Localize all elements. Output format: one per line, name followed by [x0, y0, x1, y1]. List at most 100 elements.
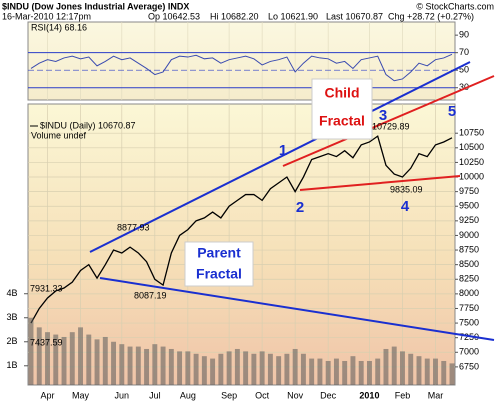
- volume-bar: [333, 358, 339, 385]
- volume-bar: [185, 351, 191, 385]
- trend-line: [89, 61, 471, 253]
- volume-bar: [193, 353, 199, 385]
- x-tick-label: 2010: [359, 390, 379, 400]
- volume-bar: [177, 351, 183, 385]
- volume-bar: [375, 358, 381, 385]
- volume-bar: [292, 348, 298, 385]
- volume-bar: [210, 358, 216, 385]
- volume-bar: [127, 346, 133, 385]
- open: Op 10642.53: [148, 11, 200, 21]
- low: Lo 10621.90: [268, 11, 318, 21]
- volume-bar: [119, 344, 125, 385]
- volume-bar: [102, 336, 108, 385]
- trend-line: [99, 277, 495, 341]
- x-tick-label: Aug: [180, 390, 196, 400]
- volume-bar: [36, 327, 42, 385]
- y-tick-label: 70: [459, 47, 469, 57]
- rsi-line: [30, 53, 453, 82]
- child-label: Child: [325, 85, 360, 101]
- volume-bar: [259, 351, 265, 385]
- x-tick-label: Jun: [115, 390, 130, 400]
- price-label: 8877.93: [117, 222, 150, 232]
- y-tick-label: 9250: [459, 215, 479, 225]
- volume-bar: [168, 348, 174, 385]
- volume-bar: [317, 358, 323, 385]
- y-tick-label: 7500: [459, 317, 479, 327]
- price-label: 10729.89: [372, 121, 410, 131]
- x-tick-label: Apr: [41, 390, 55, 400]
- x-tick-label: Feb: [395, 390, 411, 400]
- volume-bar: [152, 344, 158, 385]
- volume-bar: [69, 332, 75, 385]
- volume-bar: [28, 317, 34, 385]
- volume-bar: [309, 358, 315, 385]
- y-tick-label: 9500: [459, 201, 479, 211]
- y-tick-label: 3B: [6, 312, 17, 322]
- volume-bar: [111, 341, 117, 385]
- x-tick-label: Dec: [320, 390, 337, 400]
- trend-line: [282, 75, 495, 167]
- price-line: [30, 135, 453, 324]
- volume-bar: [94, 339, 100, 385]
- volume-bar: [433, 358, 438, 385]
- volume-title: Volume undef: [31, 130, 87, 140]
- y-tick-label: 10000: [459, 171, 484, 181]
- volume-bar: [358, 360, 364, 385]
- volume-bar: [350, 356, 356, 385]
- volume-bar: [251, 353, 257, 385]
- y-tick-label: 6750: [459, 361, 479, 371]
- y-tick-label: 90: [459, 30, 469, 40]
- high: Hi 10682.20: [210, 11, 259, 21]
- trend-line: [299, 175, 461, 191]
- y-tick-label: 2B: [6, 336, 17, 346]
- datetime: 16-Mar-2010 12:17pm: [2, 11, 91, 21]
- copyright: © StockCharts.com: [416, 1, 494, 11]
- y-tick-label: 9750: [459, 186, 479, 196]
- volume-bar: [53, 334, 59, 385]
- volume-bar: [284, 353, 290, 385]
- x-tick-label: Oct: [255, 390, 270, 400]
- y-tick-label: 8000: [459, 288, 479, 298]
- volume-bar: [366, 360, 372, 385]
- y-tick-label: 8750: [459, 244, 479, 254]
- volume-bar: [342, 360, 348, 385]
- volume-bar: [383, 348, 389, 385]
- volume-bar: [441, 360, 447, 385]
- volume-bar: [86, 334, 92, 385]
- volume-bar: [408, 353, 414, 385]
- volume-bar: [416, 356, 422, 385]
- volume-bar: [449, 363, 455, 385]
- volume-bar: [400, 351, 405, 385]
- volume-bar: [144, 348, 150, 385]
- y-tick-label: 50: [459, 65, 469, 75]
- y-tick-label: 1B: [6, 360, 17, 370]
- x-tick-label: May: [72, 390, 90, 400]
- volume-bar: [45, 332, 50, 385]
- wave-label: 4: [401, 198, 410, 215]
- y-tick-label: 7000: [459, 347, 479, 357]
- wave-label: 2: [296, 199, 304, 216]
- price-label: 7437.59: [30, 337, 63, 347]
- wave-label: 1: [279, 142, 287, 159]
- volume-bar: [267, 353, 273, 385]
- x-tick-label: Mar: [428, 390, 444, 400]
- volume-bar: [391, 346, 397, 385]
- symbol: $INDU (Dow Jones Industrial Average) IND…: [2, 1, 189, 11]
- wave-label: 5: [448, 103, 456, 120]
- price-label: 8087.19: [134, 290, 167, 300]
- rsi-panel: [27, 21, 456, 101]
- y-tick-label: 9000: [459, 230, 479, 240]
- price-title: $INDU (Daily) 10670.87: [40, 120, 136, 130]
- volume-bar: [201, 356, 207, 385]
- child-box: [311, 78, 373, 140]
- price-label: 7931.33: [30, 283, 63, 293]
- volume-bar: [78, 327, 83, 385]
- volume-bar: [160, 346, 166, 385]
- x-tick-label: Nov: [287, 390, 304, 400]
- volume-bar: [243, 351, 249, 385]
- parent-label: Parent: [197, 245, 241, 261]
- price-label: 9835.09: [390, 184, 423, 194]
- x-tick-label: Jul: [149, 390, 161, 400]
- y-tick-label: 8500: [459, 259, 479, 269]
